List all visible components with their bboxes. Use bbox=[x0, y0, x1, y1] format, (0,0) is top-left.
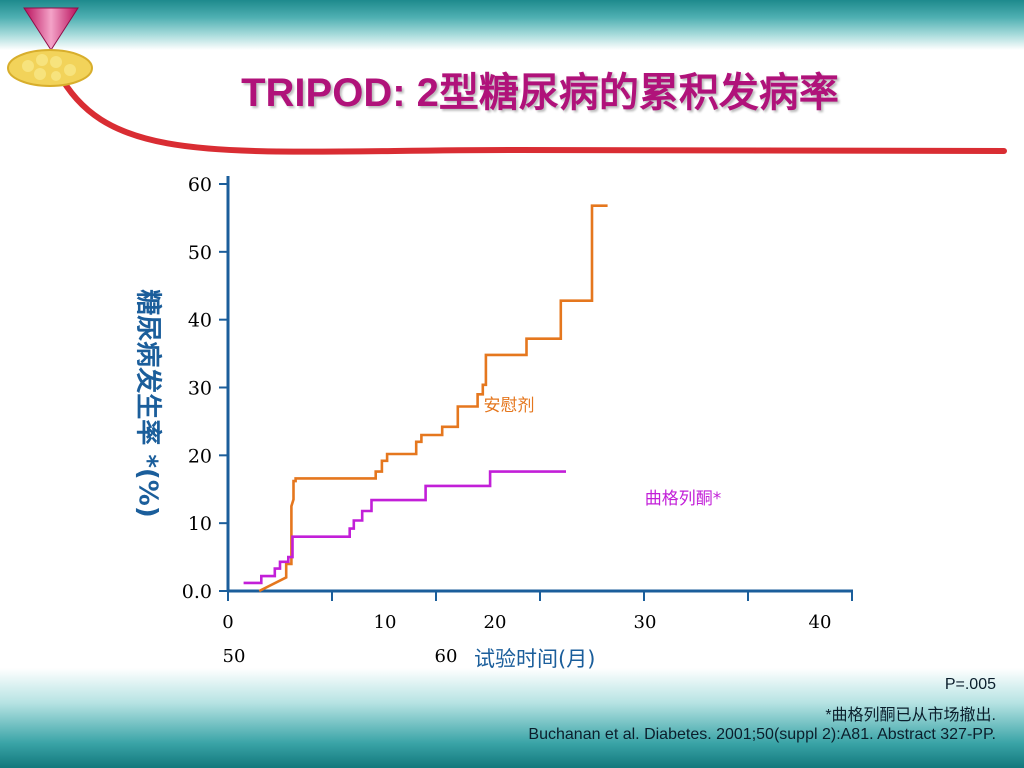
top-band bbox=[0, 0, 1024, 50]
x-axis-label: 试验时间(月) bbox=[474, 647, 596, 671]
x-tick-label: 10 bbox=[374, 612, 397, 633]
footnote: *曲格列酮已从市场撤出. bbox=[825, 707, 996, 724]
x-tick-label: 30 bbox=[634, 612, 657, 633]
series-label-troglitazone: 曲格列酮* bbox=[645, 489, 722, 509]
series-label-placebo: 安慰剂 bbox=[484, 396, 535, 416]
y-axis-label: 糖尿病发生率 *(%) bbox=[132, 289, 163, 518]
x-tick-label: 60 bbox=[435, 646, 458, 667]
x-tick-label: 50 bbox=[223, 646, 246, 667]
y-tick-label: 20 bbox=[188, 445, 212, 467]
bottom-band bbox=[0, 668, 1024, 768]
series-line-troglitazone bbox=[243, 470, 566, 585]
x-tick-label: 40 bbox=[809, 612, 832, 633]
y-tick-label: 10 bbox=[188, 513, 212, 535]
y-tick-label: 0.0 bbox=[182, 581, 212, 603]
y-tick-label: 60 bbox=[188, 174, 212, 196]
series-line-placebo bbox=[258, 204, 608, 593]
cone-icon bbox=[23, 7, 79, 51]
swoosh-line bbox=[55, 69, 1007, 155]
citation: Buchanan et al. Diabetes. 2001;50(suppl … bbox=[528, 726, 996, 743]
y-tick-label: 40 bbox=[188, 310, 212, 332]
p-value: P=.005 bbox=[944, 676, 996, 693]
pancreas-icon bbox=[7, 49, 93, 87]
x-tick-label: 20 bbox=[484, 612, 507, 633]
x-tick-label: 0 bbox=[222, 612, 233, 633]
y-tick-label: 30 bbox=[188, 378, 212, 400]
y-tick-label: 50 bbox=[188, 242, 212, 264]
slide-title: TRIPOD: 2型糖尿病的累积发病率 bbox=[241, 71, 839, 115]
